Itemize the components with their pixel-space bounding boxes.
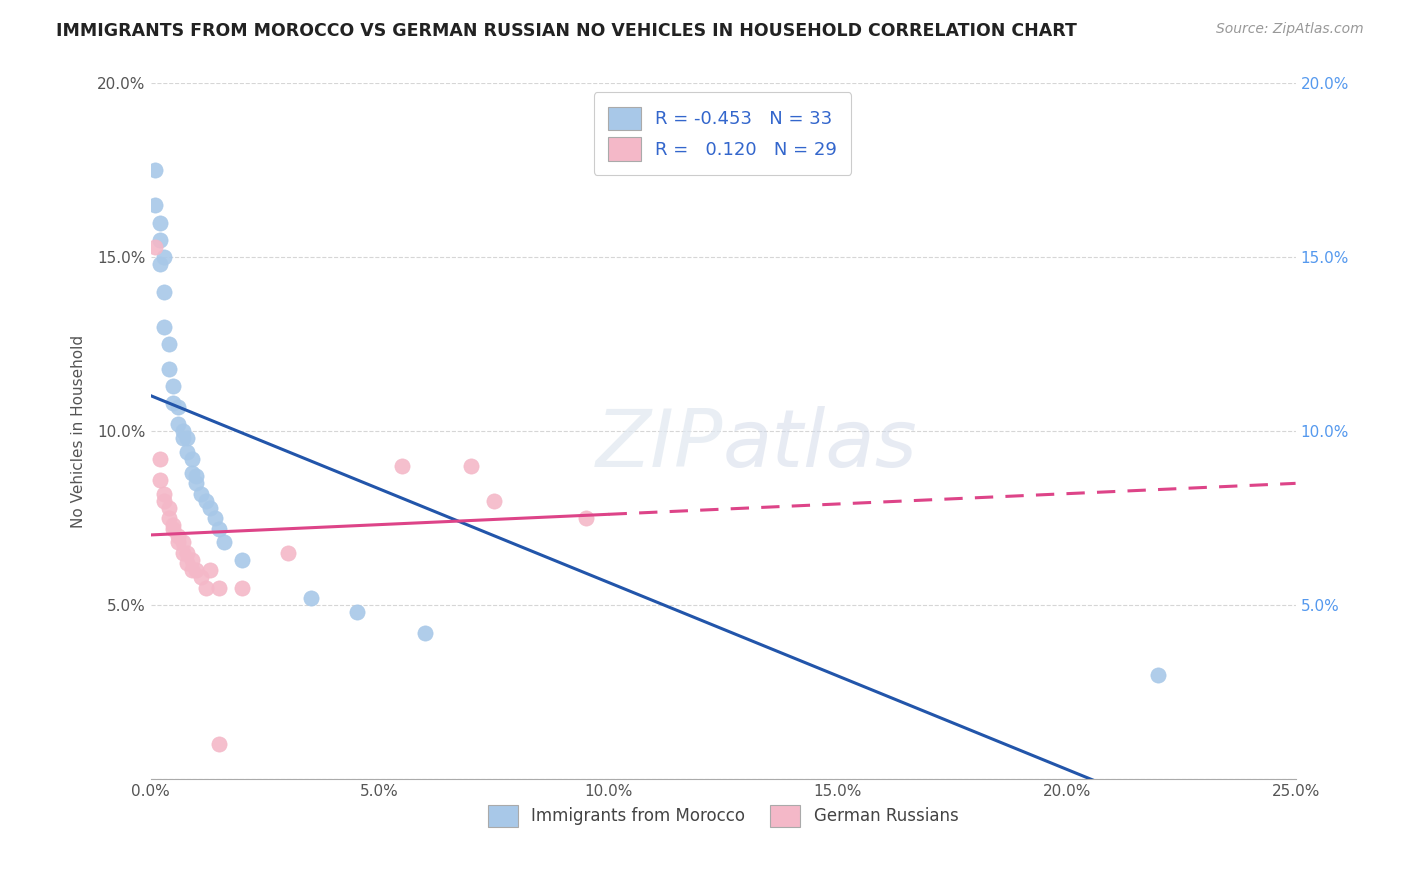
- Point: [180, 452, 202, 467]
- Point: [149, 452, 172, 467]
- Point: [208, 522, 231, 536]
- Point: [172, 424, 194, 438]
- Point: [176, 431, 198, 445]
- Point: [1147, 667, 1170, 681]
- Point: [277, 546, 299, 560]
- Point: [346, 605, 368, 619]
- Point: [167, 535, 190, 549]
- Y-axis label: No Vehicles in Household: No Vehicles in Household: [72, 334, 86, 528]
- Point: [162, 518, 184, 533]
- Text: Source: ZipAtlas.com: Source: ZipAtlas.com: [1216, 22, 1364, 37]
- Point: [143, 198, 166, 212]
- Point: [180, 466, 202, 480]
- Point: [153, 319, 176, 334]
- Point: [575, 511, 598, 525]
- Point: [391, 458, 413, 473]
- Point: [176, 557, 198, 571]
- Point: [180, 563, 202, 577]
- Point: [157, 337, 180, 351]
- Point: [198, 563, 221, 577]
- Point: [149, 215, 172, 229]
- Point: [194, 493, 217, 508]
- Point: [153, 487, 176, 501]
- Point: [204, 511, 226, 525]
- Point: [162, 396, 184, 410]
- Point: [167, 528, 190, 542]
- Text: atlas: atlas: [723, 406, 918, 484]
- Point: [231, 581, 253, 595]
- Point: [162, 522, 184, 536]
- Point: [143, 240, 166, 254]
- Point: [172, 431, 194, 445]
- Text: IMMIGRANTS FROM MOROCCO VS GERMAN RUSSIAN NO VEHICLES IN HOUSEHOLD CORRELATION C: IMMIGRANTS FROM MOROCCO VS GERMAN RUSSIA…: [56, 22, 1077, 40]
- Point: [198, 500, 221, 515]
- Point: [172, 546, 194, 560]
- Point: [176, 546, 198, 560]
- Point: [176, 445, 198, 459]
- Point: [186, 476, 208, 491]
- Point: [153, 250, 176, 264]
- Point: [149, 257, 172, 271]
- Point: [153, 493, 176, 508]
- Point: [186, 469, 208, 483]
- Point: [180, 553, 202, 567]
- Point: [231, 553, 253, 567]
- Point: [172, 535, 194, 549]
- Point: [460, 458, 482, 473]
- Point: [212, 535, 235, 549]
- Point: [167, 400, 190, 414]
- Point: [415, 625, 437, 640]
- Point: [149, 473, 172, 487]
- Point: [299, 591, 322, 606]
- Point: [208, 581, 231, 595]
- Point: [157, 500, 180, 515]
- Point: [143, 163, 166, 178]
- Point: [157, 361, 180, 376]
- Point: [186, 563, 208, 577]
- Point: [190, 487, 212, 501]
- Point: [482, 493, 505, 508]
- Point: [149, 233, 172, 247]
- Point: [190, 570, 212, 584]
- Point: [208, 737, 231, 751]
- Point: [153, 285, 176, 299]
- Text: ZIP: ZIP: [596, 406, 723, 484]
- Point: [162, 379, 184, 393]
- Point: [194, 581, 217, 595]
- Point: [157, 511, 180, 525]
- Legend: Immigrants from Morocco, German Russians: Immigrants from Morocco, German Russians: [481, 798, 965, 833]
- Point: [167, 417, 190, 432]
